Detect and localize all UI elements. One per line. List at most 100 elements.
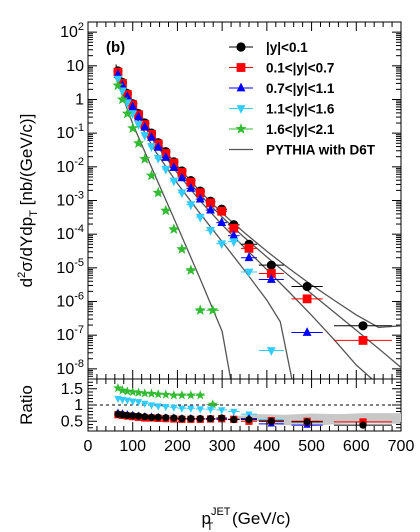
x-title-sub: T (207, 521, 214, 532)
data-point (147, 131, 156, 141)
x-tick-label: 600 (343, 438, 370, 455)
data-point (169, 390, 179, 400)
y-axis-title-ratio: Ratio (17, 385, 36, 425)
legend: |y|<0.1 0.1<|y|<0.7 0.7<|y|<1.1 1.1<|y|<1.6… (229, 40, 376, 158)
tick-mantissa: 10 (56, 294, 74, 311)
y-tick-label-top: 1 (75, 91, 84, 108)
data-point (206, 406, 215, 414)
y-tick-label-top: 10-5 (56, 257, 84, 277)
data-point (129, 412, 137, 420)
y-title-sub: T (28, 210, 40, 217)
data-point (140, 132, 150, 141)
data-point (196, 406, 204, 414)
theory-curve (115, 65, 401, 368)
data-point (245, 416, 253, 424)
y-tick-label-ratio: 1.5 (61, 381, 83, 398)
data-point (206, 204, 215, 214)
data-point (112, 79, 124, 91)
data-point (178, 415, 186, 423)
data-point (244, 243, 254, 253)
x-tick-label: 300 (209, 438, 236, 455)
data-point (187, 415, 195, 423)
data-point (303, 418, 311, 426)
data-point (186, 201, 196, 211)
data-point (186, 177, 196, 187)
data-series-top (112, 66, 393, 356)
y-axis-title-top: d2σ/dYdpT [nb/(GeV/c)] (16, 114, 40, 288)
data-point (145, 169, 158, 181)
data-point (196, 415, 204, 423)
data-point (152, 186, 164, 198)
data-point (153, 141, 163, 151)
data-point (160, 389, 171, 399)
data-point (195, 188, 205, 198)
ratio-panel: 1.510.5 (61, 378, 402, 432)
y-title-c: [nb/(GeV/c)] (17, 114, 36, 210)
tick-exponent: -5 (74, 257, 84, 269)
data-point (153, 389, 164, 399)
data-point (266, 274, 276, 283)
data-point (147, 143, 156, 152)
data-point (141, 413, 149, 421)
tick-mantissa: 10 (60, 24, 78, 41)
x-axis: 0 100 200 300 400 500 600 700 (84, 22, 414, 455)
tick-exponent: -1 (74, 122, 84, 134)
legend-item: 1.1<|y|<1.6 (229, 102, 335, 117)
ratio-series-0 (114, 410, 393, 429)
data-point (187, 405, 195, 413)
data-point (122, 386, 133, 396)
tick-exponent: 2 (78, 21, 84, 33)
data-point (236, 82, 246, 92)
data-point (236, 105, 246, 114)
x-tick-label: 200 (164, 438, 191, 455)
data-point (122, 99, 132, 109)
data-point (127, 122, 139, 134)
y-tick-label-top: 10-2 (56, 156, 84, 176)
tick-mantissa: 10 (56, 327, 74, 344)
panel-label: (b) (106, 39, 125, 56)
data-point (235, 123, 247, 134)
y-tick-label-top: 10-7 (56, 324, 84, 344)
data-point (302, 281, 312, 292)
y-tick-label-top: 10-4 (56, 223, 84, 243)
data-point (266, 260, 276, 270)
tick-exponent: -7 (74, 324, 84, 336)
tick-exponent: -8 (74, 358, 84, 370)
data-point (230, 408, 238, 417)
data-point (118, 87, 127, 97)
data-point (170, 404, 178, 412)
x-tick-label: 400 (254, 438, 281, 455)
y-tick-label-top: 10 (66, 58, 84, 75)
data-point (177, 390, 187, 400)
tick-exponent: -6 (74, 291, 84, 303)
ratio-content (88, 383, 401, 429)
data-point (147, 413, 156, 421)
data-point (206, 198, 215, 208)
data-point (134, 121, 143, 130)
data-point (229, 223, 239, 233)
y-tick-label-ratio: 1 (74, 397, 83, 414)
tick-mantissa: 10 (56, 159, 74, 176)
data-point (133, 387, 144, 397)
data-point (229, 238, 239, 248)
data-point (176, 243, 188, 254)
data-point (266, 347, 276, 356)
data-point (207, 399, 218, 409)
data-point (139, 153, 151, 164)
data-point (129, 398, 137, 406)
data-point (147, 402, 156, 410)
y-tick-label-top: 10-8 (56, 358, 84, 378)
data-point (358, 336, 368, 345)
data-point (139, 388, 150, 398)
data-point (195, 193, 205, 203)
data-point (162, 404, 170, 412)
legend-item: 1.6<|y|<2.1 (229, 122, 335, 137)
data-point (217, 206, 227, 216)
data-point (154, 413, 162, 421)
y-tick-label-top: 102 (60, 21, 84, 41)
data-point (244, 252, 254, 262)
data-point (236, 63, 246, 72)
data-point (123, 411, 131, 419)
